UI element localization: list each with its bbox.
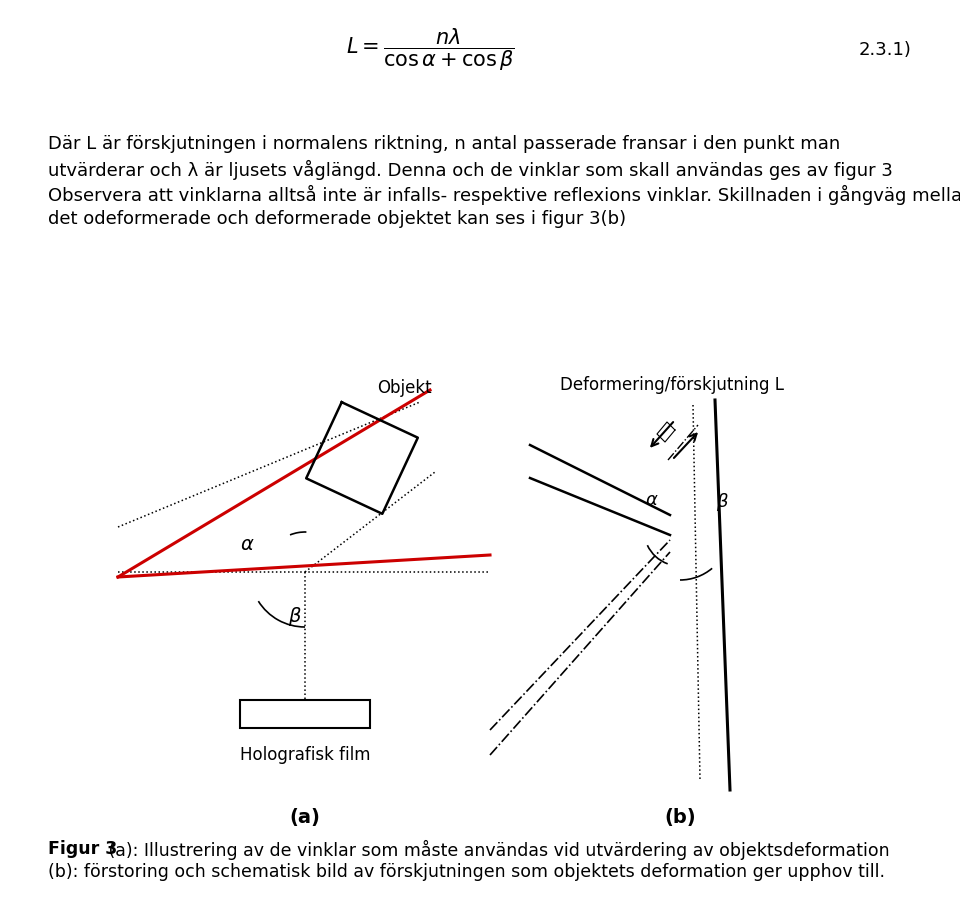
Text: $\alpha$: $\alpha$ — [645, 491, 659, 509]
Text: (b): förstoring och schematisk bild av förskjutningen som objektets deformation : (b): förstoring och schematisk bild av f… — [48, 863, 885, 881]
Bar — [240, 700, 370, 728]
Text: utvärderar och λ är ljusets våglängd. Denna och de vinklar som skall användas ge: utvärderar och λ är ljusets våglängd. De… — [48, 160, 893, 180]
Text: $\beta$: $\beta$ — [288, 606, 302, 629]
Text: det odeformerade och deformerade objektet kan ses i figur 3(b): det odeformerade och deformerade objekte… — [48, 210, 626, 228]
Text: (a): (a) — [290, 808, 321, 827]
Text: (b): (b) — [664, 808, 696, 827]
Text: $L = \dfrac{n\lambda}{\cos\alpha + \cos\beta}$: $L = \dfrac{n\lambda}{\cos\alpha + \cos\… — [346, 27, 515, 74]
Text: 2.3.1): 2.3.1) — [859, 41, 912, 59]
Text: $\beta$: $\beta$ — [715, 491, 729, 513]
Text: Holografisk film: Holografisk film — [240, 746, 371, 764]
Text: Figur 3: Figur 3 — [48, 840, 117, 858]
Text: Deformering/förskjutning L: Deformering/förskjutning L — [560, 376, 784, 394]
Text: (a): Illustrering av de vinklar som måste användas vid utvärdering av objektsdef: (a): Illustrering av de vinklar som måst… — [103, 840, 890, 860]
Text: Observera att vinklarna alltså inte är infalls- respektive reflexions vinklar. S: Observera att vinklarna alltså inte är i… — [48, 185, 960, 205]
Text: Objekt: Objekt — [377, 379, 432, 397]
Text: Där L är förskjutningen i normalens riktning, n antal passerade fransar i den pu: Där L är förskjutningen i normalens rikt… — [48, 135, 840, 153]
Text: $\alpha$: $\alpha$ — [240, 535, 254, 553]
